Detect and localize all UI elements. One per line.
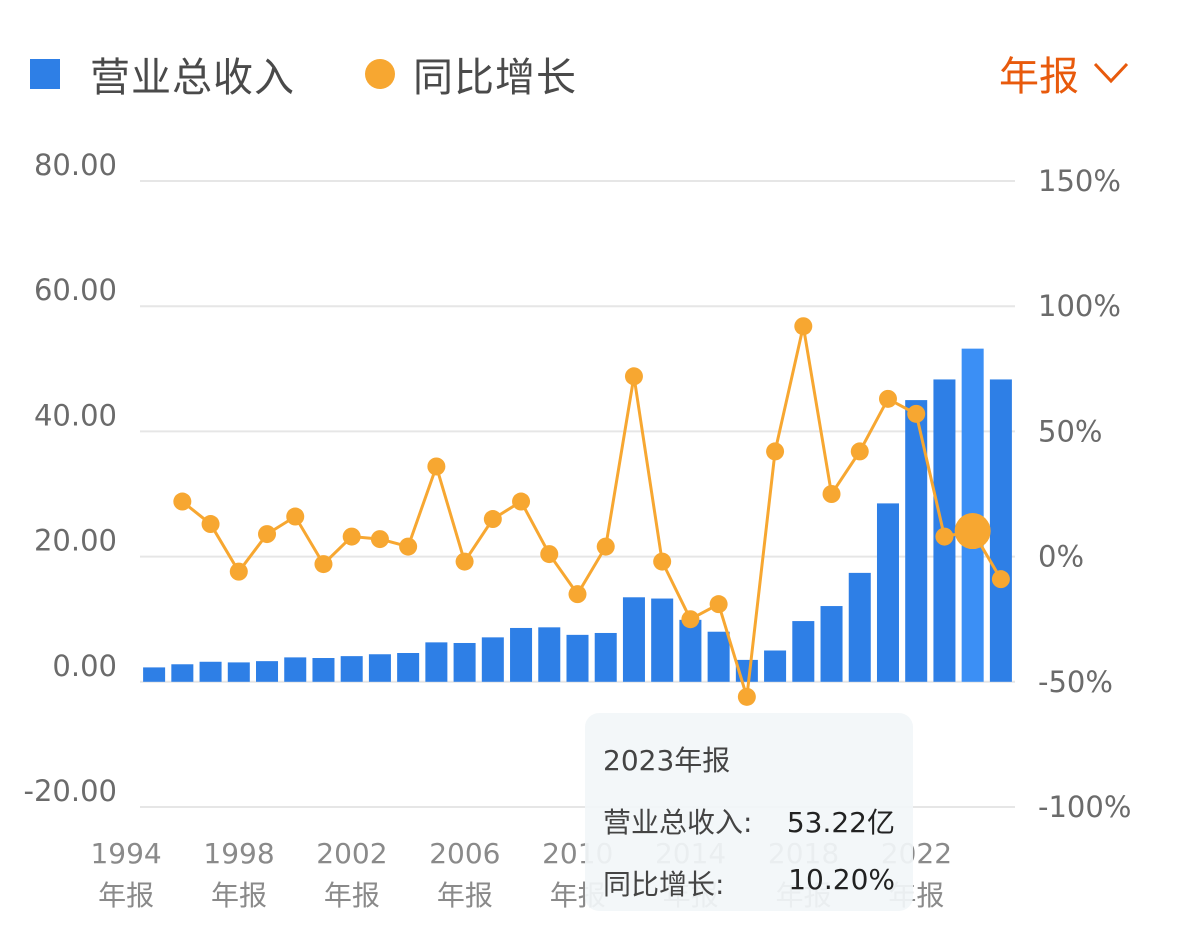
y-right-tick-label: 0% xyxy=(1038,540,1084,574)
growth-point xyxy=(624,367,643,386)
growth-point xyxy=(794,317,813,336)
data-tooltip: 2023年报 营业总收入: 53.22亿 同比增长: 10.20% xyxy=(585,713,913,911)
revenue-bar xyxy=(905,400,928,682)
legend-label-growth: 同比增长 xyxy=(413,55,577,101)
x-tick-label-suffix: 年报 xyxy=(211,879,267,912)
revenue-bar xyxy=(143,667,166,682)
growth-point xyxy=(878,389,897,408)
tooltip-title: 2023年报 xyxy=(603,744,731,777)
revenue-swatch-icon xyxy=(30,59,60,89)
y-right-tick-label: 50% xyxy=(1038,414,1102,448)
growth-point xyxy=(935,527,954,546)
y-left-tick-label: 0.00 xyxy=(52,649,117,683)
revenue-bar xyxy=(707,631,730,682)
y-left-tick-label: 20.00 xyxy=(34,524,117,558)
x-tick-label: 1994 xyxy=(90,837,161,870)
x-tick-label-suffix: 年报 xyxy=(324,879,380,912)
revenue-bar xyxy=(510,627,533,682)
revenue-bar xyxy=(820,606,843,682)
tooltip-revenue-label: 营业总收入: xyxy=(603,806,753,839)
revenue-bar xyxy=(171,664,194,682)
chevron-down-icon xyxy=(1093,62,1129,84)
y-right-tick-label: -50% xyxy=(1038,665,1113,699)
revenue-bar xyxy=(256,661,279,682)
revenue-bar xyxy=(764,650,787,682)
y-left-tick-label: 80.00 xyxy=(34,148,117,182)
growth-point xyxy=(568,585,587,604)
y-left-tick-label: -20.00 xyxy=(24,774,118,808)
revenue-bar xyxy=(651,598,674,682)
revenue-bar xyxy=(425,642,448,682)
revenue-bar xyxy=(792,621,815,682)
revenue-bar xyxy=(227,662,250,682)
legend-item-revenue[interactable]: 营业总收入 xyxy=(30,45,295,103)
x-tick-label-suffix: 年报 xyxy=(98,879,154,912)
growth-point xyxy=(850,442,869,461)
growth-point xyxy=(201,515,220,534)
growth-point xyxy=(766,442,785,461)
revenue-bar xyxy=(340,656,363,682)
growth-point xyxy=(399,537,418,556)
legend-label-revenue: 营业总收入 xyxy=(90,55,295,101)
growth-point xyxy=(653,552,672,571)
growth-point xyxy=(954,513,991,550)
revenue-bar xyxy=(312,658,335,682)
growth-point xyxy=(314,555,333,574)
period-selector[interactable]: 年报 xyxy=(999,44,1129,102)
tooltip-row-revenue: 营业总收入: 53.22亿 xyxy=(603,801,895,841)
revenue-bar xyxy=(679,619,702,682)
tooltip-row-growth: 同比增长: 10.20% xyxy=(603,863,895,903)
growth-point xyxy=(483,510,502,529)
growth-point xyxy=(512,492,531,511)
growth-point xyxy=(286,507,305,526)
y-right-tick-label: 100% xyxy=(1038,289,1121,323)
growth-swatch-icon xyxy=(365,59,395,89)
x-tick-label: 1998 xyxy=(203,837,274,870)
revenue-bar xyxy=(594,632,617,682)
y-left-tick-label: 40.00 xyxy=(34,398,117,432)
y-right-tick-label: 150% xyxy=(1038,164,1121,198)
growth-point xyxy=(822,485,841,503)
x-tick-label-suffix: 年报 xyxy=(437,879,493,912)
growth-point xyxy=(427,457,446,476)
revenue-bar xyxy=(397,653,420,682)
growth-point xyxy=(455,552,474,571)
revenue-bar xyxy=(622,597,645,682)
growth-point xyxy=(342,527,361,546)
revenue-bar xyxy=(199,661,222,682)
revenue-bar xyxy=(368,654,391,682)
growth-point xyxy=(370,530,389,549)
period-label: 年报 xyxy=(999,54,1079,100)
revenue-bar xyxy=(481,637,504,682)
x-tick-label: 2006 xyxy=(429,837,500,870)
revenue-bar xyxy=(989,379,1012,682)
x-tick-label: 2002 xyxy=(316,837,387,870)
y-left-tick-label: 60.00 xyxy=(34,273,117,307)
legend-item-growth[interactable]: 同比增长 xyxy=(365,45,577,103)
tooltip-growth-value: 10.20% xyxy=(788,863,895,896)
growth-point xyxy=(173,492,192,511)
legend: 营业总收入 同比增长 xyxy=(30,46,647,102)
tooltip-growth-label: 同比增长: xyxy=(603,868,725,901)
tooltip-revenue-value: 53.22亿 xyxy=(786,806,895,839)
revenue-bar xyxy=(453,642,476,682)
growth-point xyxy=(540,545,559,564)
growth-point xyxy=(229,562,248,581)
growth-point xyxy=(258,525,277,544)
growth-point xyxy=(596,537,615,556)
growth-point xyxy=(681,610,700,629)
growth-point xyxy=(907,404,926,423)
growth-point xyxy=(709,595,728,614)
revenue-bar xyxy=(284,657,307,682)
growth-line xyxy=(181,325,1003,698)
revenue-bar xyxy=(538,627,561,682)
revenue-bar xyxy=(848,572,871,682)
revenue-bar xyxy=(566,634,589,682)
y-right-tick-label: -100% xyxy=(1038,790,1131,824)
revenue-bar xyxy=(876,503,899,682)
growth-point xyxy=(737,687,756,706)
growth-point xyxy=(991,570,1010,589)
